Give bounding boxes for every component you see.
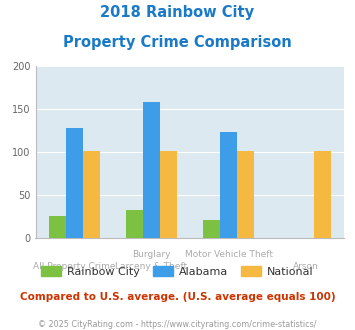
Text: Larceny & Theft: Larceny & Theft (115, 262, 187, 271)
Bar (203, 219, 220, 238)
Text: Compared to U.S. average. (U.S. average equals 100): Compared to U.S. average. (U.S. average … (20, 292, 335, 302)
Bar (237, 151, 254, 238)
Text: All Property Crime: All Property Crime (33, 262, 115, 271)
Text: Motor Vehicle Theft: Motor Vehicle Theft (185, 249, 273, 259)
Text: Burglary: Burglary (132, 249, 170, 259)
Bar (83, 151, 100, 238)
Bar (126, 210, 143, 238)
Legend: Rainbow City, Alabama, National: Rainbow City, Alabama, National (37, 261, 318, 281)
Text: Arson: Arson (293, 262, 319, 271)
Text: © 2025 CityRating.com - https://www.cityrating.com/crime-statistics/: © 2025 CityRating.com - https://www.city… (38, 320, 317, 329)
Bar (66, 128, 83, 238)
Bar (314, 151, 331, 238)
Text: Property Crime Comparison: Property Crime Comparison (63, 35, 292, 50)
Bar (220, 132, 237, 238)
Text: 2018 Rainbow City: 2018 Rainbow City (100, 5, 255, 20)
Bar (143, 102, 160, 238)
Bar (49, 216, 66, 238)
Bar (160, 151, 177, 238)
